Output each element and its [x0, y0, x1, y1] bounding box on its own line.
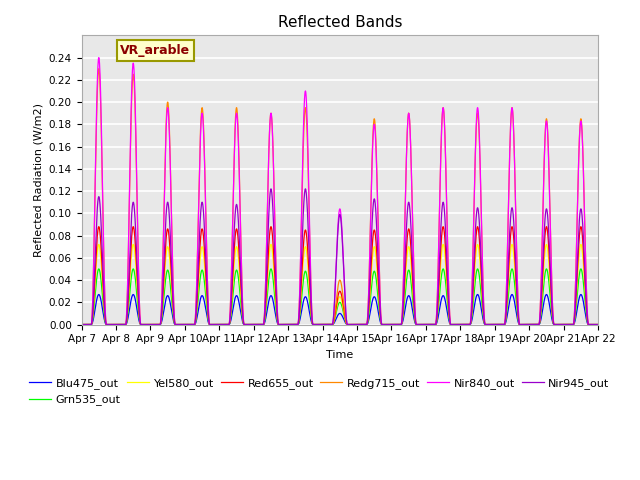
Nir945_out	[267, 186, 275, 192]
Redg715_out	[171, 316, 179, 322]
Yel580_out	[594, 322, 602, 327]
Yel580_out	[427, 322, 435, 327]
Line: Red655_out: Red655_out	[81, 227, 598, 324]
Nir840_out	[77, 322, 85, 327]
Red655_out	[95, 224, 102, 229]
Grn535_out	[595, 322, 602, 327]
Red655_out	[171, 319, 179, 325]
Grn535_out	[95, 266, 102, 272]
Blu475_out	[594, 322, 602, 327]
Blu475_out	[427, 322, 435, 327]
Nir945_out	[321, 322, 328, 327]
Grn535_out	[485, 322, 493, 327]
Nir840_out	[594, 322, 602, 327]
Yel580_out	[77, 322, 85, 327]
Yel580_out	[595, 322, 602, 327]
Grn535_out	[456, 322, 463, 327]
Nir945_out	[485, 322, 493, 327]
Blu475_out	[595, 322, 602, 327]
Grn535_out	[594, 322, 602, 327]
Legend: Blu475_out, Grn535_out, Yel580_out, Red655_out, Redg715_out, Nir840_out, Nir945_: Blu475_out, Grn535_out, Yel580_out, Red6…	[24, 373, 614, 410]
Line: Redg715_out: Redg715_out	[81, 69, 598, 324]
Nir945_out	[170, 318, 178, 324]
Redg715_out	[321, 322, 328, 327]
Line: Nir945_out: Nir945_out	[81, 189, 598, 324]
Redg715_out	[427, 322, 435, 327]
Nir945_out	[456, 322, 463, 327]
Blu475_out	[456, 322, 463, 327]
Red655_out	[485, 322, 493, 327]
Yel580_out	[95, 241, 102, 247]
Yel580_out	[485, 322, 493, 327]
Red655_out	[595, 322, 602, 327]
Nir840_out	[595, 322, 602, 327]
Y-axis label: Reflected Radiation (W/m2): Reflected Radiation (W/m2)	[33, 103, 43, 257]
Nir945_out	[77, 322, 85, 327]
Grn535_out	[427, 322, 435, 327]
Red655_out	[594, 322, 602, 327]
Grn535_out	[321, 322, 328, 327]
Blu475_out	[77, 322, 85, 327]
Nir840_out	[171, 317, 179, 323]
Nir840_out	[456, 322, 463, 327]
Nir945_out	[595, 322, 602, 327]
Redg715_out	[77, 322, 85, 327]
Grn535_out	[77, 322, 85, 327]
Line: Yel580_out: Yel580_out	[81, 244, 598, 324]
Yel580_out	[321, 322, 328, 327]
Blu475_out	[171, 321, 179, 327]
Nir840_out	[95, 55, 102, 60]
Grn535_out	[171, 320, 179, 326]
Redg715_out	[456, 322, 463, 327]
Line: Nir840_out: Nir840_out	[81, 58, 598, 324]
X-axis label: Time: Time	[326, 350, 353, 360]
Yel580_out	[171, 320, 179, 325]
Nir840_out	[485, 322, 493, 327]
Red655_out	[427, 322, 435, 327]
Nir945_out	[427, 322, 435, 327]
Text: VR_arable: VR_arable	[120, 44, 191, 57]
Blu475_out	[321, 322, 328, 327]
Yel580_out	[456, 322, 463, 327]
Blu475_out	[485, 322, 493, 327]
Red655_out	[321, 322, 328, 327]
Redg715_out	[95, 66, 102, 72]
Line: Blu475_out: Blu475_out	[81, 295, 598, 324]
Nir945_out	[594, 322, 602, 327]
Line: Grn535_out: Grn535_out	[81, 269, 598, 324]
Redg715_out	[485, 322, 493, 327]
Title: Reflected Bands: Reflected Bands	[278, 15, 402, 30]
Blu475_out	[95, 292, 102, 298]
Red655_out	[456, 322, 463, 327]
Redg715_out	[594, 322, 602, 327]
Redg715_out	[595, 322, 602, 327]
Nir840_out	[427, 322, 435, 327]
Nir840_out	[321, 322, 328, 327]
Red655_out	[77, 322, 85, 327]
